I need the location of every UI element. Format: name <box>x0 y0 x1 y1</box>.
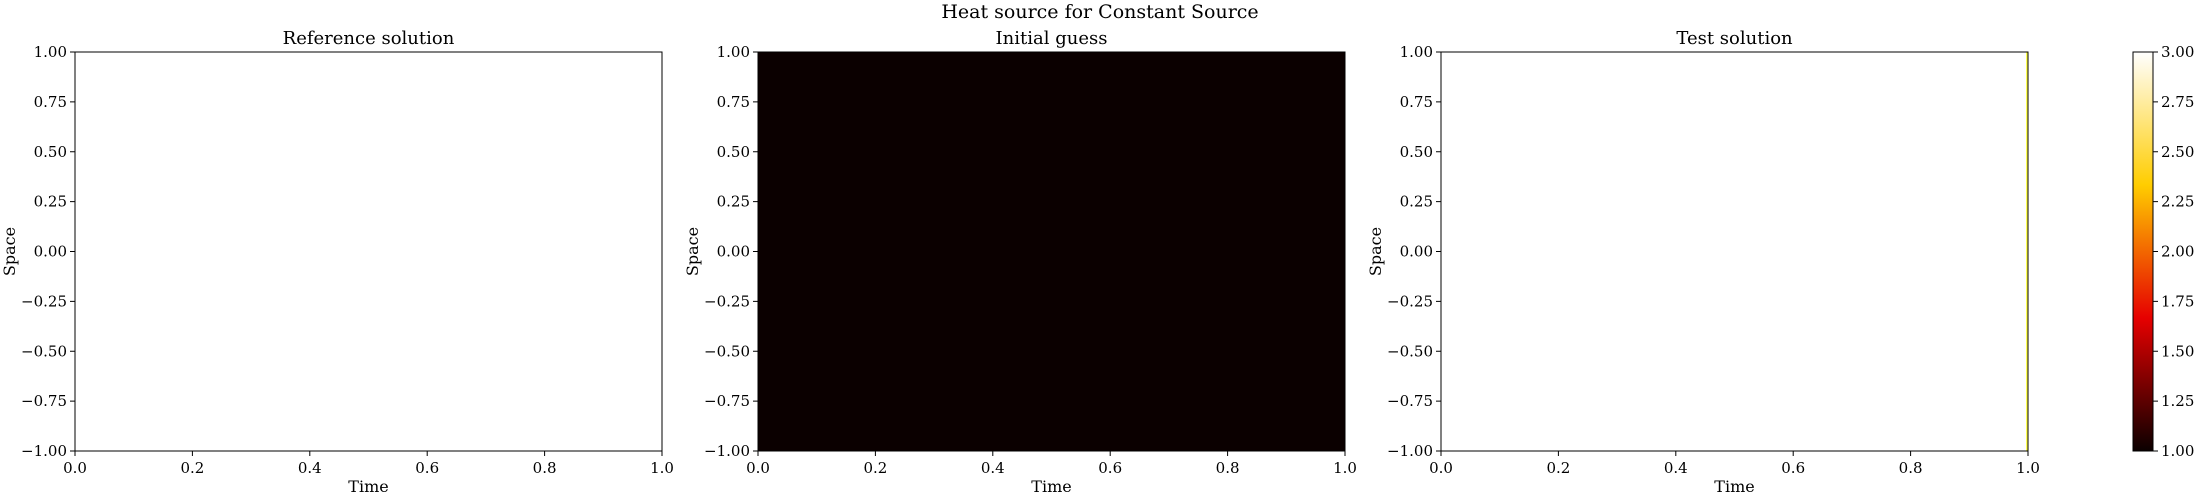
y-tick-label: 1.00 <box>34 43 67 61</box>
colorbar-tick-label: 1.50 <box>2161 342 2194 360</box>
y-axis-label: Space <box>0 227 19 276</box>
colorbar-gradient <box>2133 52 2153 451</box>
axes-frame <box>1440 51 2029 452</box>
colorbar-tick-label: 2.50 <box>2161 143 2194 161</box>
x-tick-label: 0.6 <box>1781 459 1805 477</box>
colorbar-tick-label: 3.00 <box>2161 43 2194 61</box>
x-axis-label: Time <box>1714 477 1754 496</box>
axes-frame <box>74 51 663 452</box>
heatmap-field <box>758 52 1345 451</box>
y-axis-label: Space <box>683 227 702 276</box>
x-tick-label: 0.8 <box>533 459 557 477</box>
panel-3: Test solution 0.0 0.2 0.4 0.6 0.8 1.0 1.00 0.75 0… <box>1366 28 2040 496</box>
y-tick-label: −0.50 <box>1387 342 1433 360</box>
x-tick-label: 0.4 <box>981 459 1005 477</box>
colorbar: 3.00 2.75 2.50 2.25 2.00 1.75 1.50 1.25 1.00 <box>2132 43 2194 460</box>
x-tick-label: 0.0 <box>1429 459 1453 477</box>
panel-2: Initial guess 0.0 0.2 0.4 0.6 0.8 1.0 1.00 0.75 0… <box>683 28 1357 496</box>
heatmap-field <box>1441 52 2028 451</box>
x-tick-label: 0.8 <box>1899 459 1923 477</box>
x-tick-label: 0.2 <box>863 459 887 477</box>
x-tick-label: 0.6 <box>415 459 439 477</box>
y-tick-label: −0.75 <box>21 392 67 410</box>
y-tick-label: 0.50 <box>717 143 750 161</box>
y-tick-label: 0.00 <box>1400 243 1433 261</box>
x-tick-label: 0.0 <box>746 459 770 477</box>
x-tick-label: 0.4 <box>298 459 322 477</box>
x-tick-label: 1.0 <box>650 459 674 477</box>
y-tick-label: 1.00 <box>1400 43 1433 61</box>
x-tick-label: 0.0 <box>63 459 87 477</box>
y-tick-label: −1.00 <box>704 442 750 460</box>
y-tick-label: −1.00 <box>1387 442 1433 460</box>
colorbar-tick-label: 1.75 <box>2161 292 2194 310</box>
colorbar-tick-label: 2.25 <box>2161 193 2194 211</box>
colorbar-tick-label: 2.00 <box>2161 243 2194 261</box>
y-tick-label: 0.00 <box>34 243 67 261</box>
x-tick-label: 1.0 <box>2016 459 2040 477</box>
x-axis-label: Time <box>348 477 388 496</box>
y-tick-label: 0.00 <box>717 243 750 261</box>
y-axis-label: Space <box>1366 227 1385 276</box>
x-tick-label: 0.8 <box>1216 459 1240 477</box>
y-tick-label: 0.75 <box>34 93 67 111</box>
y-tick-label: −0.75 <box>1387 392 1433 410</box>
x-tick-label: 1.0 <box>1333 459 1357 477</box>
panel-title: Test solution <box>1676 28 1793 49</box>
y-tick-label: −0.25 <box>21 292 67 310</box>
y-tick-label: 0.75 <box>1400 93 1433 111</box>
y-tick-label: 0.50 <box>34 143 67 161</box>
y-tick-label: 0.75 <box>717 93 750 111</box>
y-tick-label: 0.50 <box>1400 143 1433 161</box>
panel-title: Initial guess <box>996 28 1108 49</box>
colorbar-tick-label: 1.00 <box>2161 442 2194 460</box>
y-tick-label: −0.50 <box>704 342 750 360</box>
y-tick-label: −0.75 <box>704 392 750 410</box>
x-tick-label: 0.6 <box>1098 459 1122 477</box>
x-tick-label: 0.2 <box>180 459 204 477</box>
heatmap-edge-column <box>2026 52 2028 451</box>
y-tick-label: −0.25 <box>1387 292 1433 310</box>
colorbar-tick-label: 2.75 <box>2161 93 2194 111</box>
axes-frame <box>757 51 1346 452</box>
y-tick-label: 1.00 <box>717 43 750 61</box>
y-tick-label: 0.25 <box>717 193 750 211</box>
x-axis-label: Time <box>1031 477 1071 496</box>
figure-title: Heat source for Constant Source <box>941 1 1258 23</box>
y-tick-label: −1.00 <box>21 442 67 460</box>
panel-title: Reference solution <box>283 28 455 49</box>
y-tick-label: 0.25 <box>1400 193 1433 211</box>
x-tick-label: 0.4 <box>1664 459 1688 477</box>
x-tick-label: 0.2 <box>1546 459 1570 477</box>
y-tick-label: 0.25 <box>34 193 67 211</box>
panel-1: Reference solution 0.0 0.2 0.4 0.6 0.8 1.0 1.00… <box>0 28 674 496</box>
heatmap-field <box>75 52 662 451</box>
y-tick-label: −0.50 <box>21 342 67 360</box>
y-tick-label: −0.25 <box>704 292 750 310</box>
colorbar-tick-label: 1.25 <box>2161 392 2194 410</box>
